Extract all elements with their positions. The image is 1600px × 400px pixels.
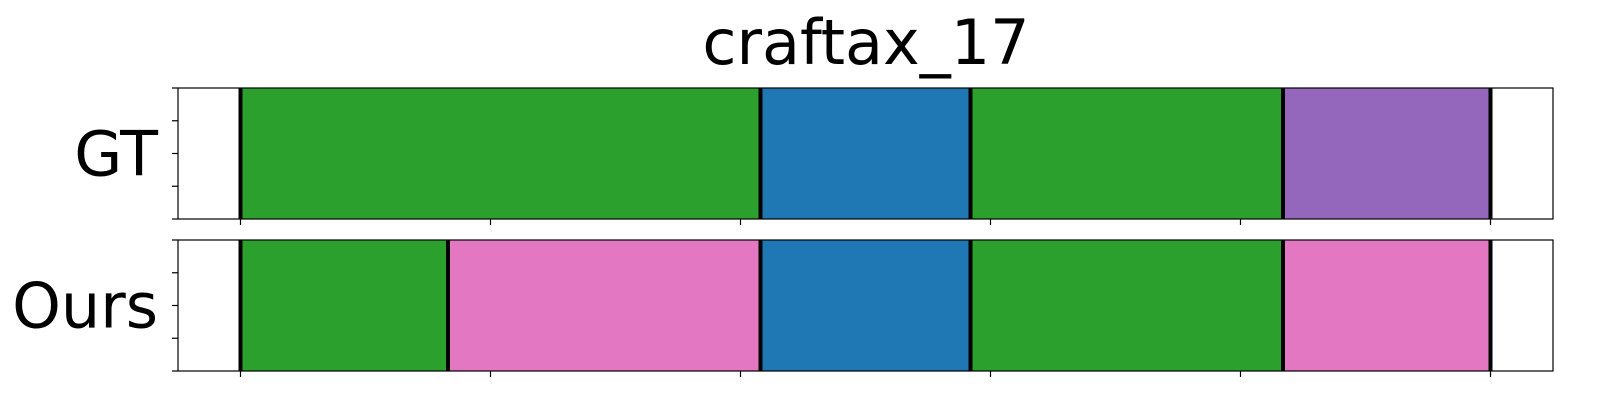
segment-bar (760, 88, 971, 219)
chart-title: craftax_17 (702, 6, 1029, 79)
segment-bar (1283, 88, 1491, 219)
row-label: GT (74, 118, 159, 191)
segment-bar (970, 240, 1283, 371)
segment-bar (240, 240, 448, 371)
segment-bar (970, 88, 1283, 219)
segment-bar (760, 240, 971, 371)
row-ours: Ours (12, 239, 1554, 377)
segment-bar (448, 240, 761, 371)
row-label: Ours (12, 270, 158, 343)
chart-rows: GT Ours (12, 87, 1554, 377)
segment-bar (240, 88, 761, 219)
segment-bar (1283, 240, 1491, 371)
row-gt: GT (74, 87, 1554, 225)
